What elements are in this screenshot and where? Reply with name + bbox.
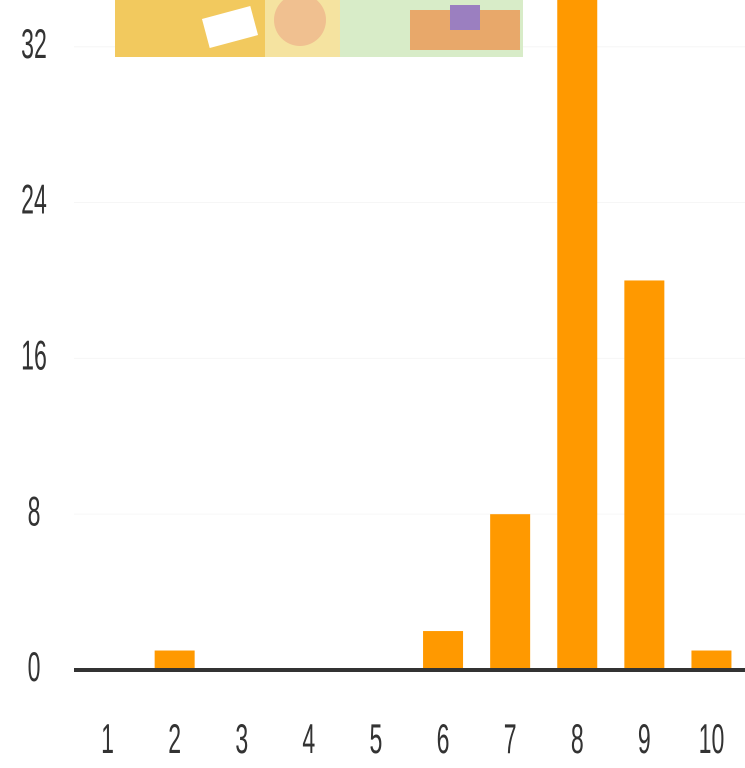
x-tick-label: 10 — [699, 716, 725, 763]
y-tick-label: 0 — [28, 644, 41, 691]
bars — [154, 0, 732, 670]
x-tick-label: 9 — [638, 716, 651, 763]
x-tick-label: 4 — [302, 716, 315, 763]
y-tick-label: 8 — [28, 488, 41, 535]
x-tick-label: 2 — [168, 716, 181, 763]
illustration — [115, 0, 523, 57]
x-tick-label: 6 — [437, 716, 450, 763]
x-tick-label: 8 — [571, 716, 584, 763]
illustration-paper — [201, 6, 259, 48]
bar — [154, 650, 195, 670]
bar — [423, 631, 464, 670]
illustration-box — [450, 5, 480, 30]
x-tick-label: 7 — [504, 716, 517, 763]
x-tick-label: 5 — [370, 716, 383, 763]
bar — [557, 0, 598, 670]
y-tick-label: 32 — [21, 21, 47, 68]
x-tick-label: 1 — [101, 716, 114, 763]
bar — [490, 514, 531, 670]
y-tick-label: 16 — [21, 332, 47, 379]
bar — [691, 650, 732, 670]
bar — [624, 280, 665, 670]
y-tick-label: 24 — [21, 176, 47, 223]
illustration-figure — [274, 0, 326, 46]
x-tick-label: 3 — [235, 716, 248, 763]
